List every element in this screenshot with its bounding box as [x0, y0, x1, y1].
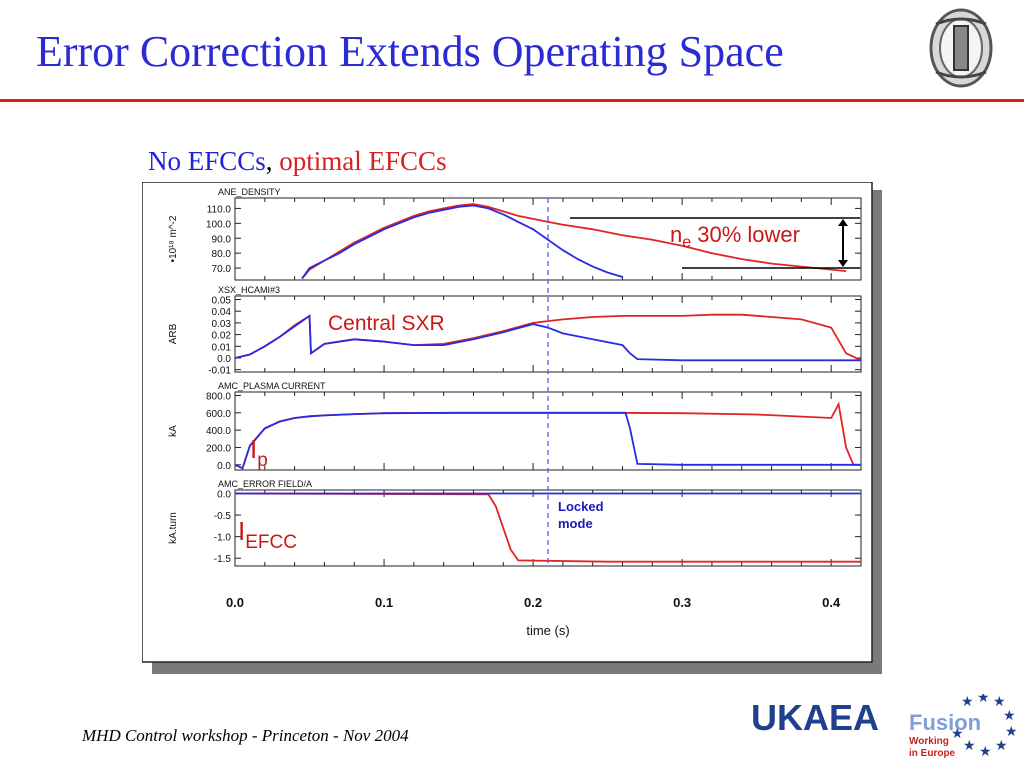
y-tick-label: 600.0 — [206, 409, 231, 420]
y-axis-label: kA.turn — [168, 512, 179, 544]
ip-annotation: Ip — [250, 434, 268, 471]
panel-2: XSX_HCAMI#30.050.040.030.020.010.0-0.01 A… — [168, 285, 862, 377]
y-tick-label: -0.01 — [208, 366, 231, 377]
fusion-tagline-1: Working — [909, 736, 949, 747]
y-tick-label: 0.05 — [212, 296, 232, 307]
footer-text: MHD Control workshop - Princeton - Nov 2… — [82, 726, 409, 745]
series-line-optimal_efcc — [301, 203, 847, 280]
y-tick-label: 200.0 — [206, 443, 231, 454]
x-tick-label: 0.3 — [673, 595, 691, 610]
panel-name-label: ANE_DENSITY — [218, 187, 281, 197]
svg-text:★: ★ — [951, 725, 964, 741]
x-tick-label: 0.2 — [524, 595, 542, 610]
x-axis-label: time (s) — [526, 623, 569, 638]
y-tick-label: 80.0 — [212, 249, 232, 260]
density-arrow-head-down — [838, 260, 848, 267]
panel-name-label: AMC_PLASMA CURRENT — [218, 381, 326, 391]
y-axis-label: •10¹⁸ m^-2 — [168, 215, 179, 262]
title-divider — [0, 99, 1024, 102]
iefcc-annotation: IEFCC — [238, 516, 297, 553]
density-annotation: ne 30% lower — [670, 222, 800, 251]
y-tick-label: 800.0 — [206, 391, 231, 402]
legend-separator: , — [265, 146, 280, 176]
y-tick-label: 0.03 — [212, 319, 232, 330]
y-tick-label: -1.0 — [214, 533, 232, 544]
y-axis-label: kA — [168, 425, 179, 437]
y-tick-label: 100.0 — [206, 219, 231, 230]
x-tick-label: 0.1 — [375, 595, 393, 610]
x-tick-label: 0.4 — [822, 595, 841, 610]
chart-subtitle: No EFCCs, optimal EFCCs — [148, 146, 447, 177]
y-tick-label: 110.0 — [207, 204, 232, 215]
y-tick-label: 0.04 — [212, 307, 232, 318]
chart-frame — [142, 182, 873, 663]
svg-text:★: ★ — [993, 694, 1006, 709]
ukaea-logo-text: UKAEA — [751, 697, 879, 738]
y-axis-label: ARB — [168, 323, 179, 344]
y-tick-label: 70.0 — [212, 264, 232, 275]
no-efcc-legend: No EFCCs — [148, 146, 266, 176]
svg-text:★: ★ — [963, 737, 976, 753]
slide-title: Error Correction Extends Operating Space — [36, 27, 784, 76]
y-tick-label: 400.0 — [206, 426, 231, 437]
ukaea-fusion-logo: UKAEA Fusion Working in Europe ★ ★ ★ ★★★ ★… — [751, 694, 1018, 759]
svg-text:★: ★ — [995, 737, 1008, 753]
x-tick-label: 0.0 — [226, 595, 244, 610]
y-tick-label: 90.0 — [212, 234, 232, 245]
series-line-no_efcc — [235, 314, 861, 362]
panel-name-label: AMC_ERROR FIELD/A — [218, 479, 312, 489]
y-tick-label: 0.0 — [217, 461, 231, 472]
svg-text:★: ★ — [979, 743, 992, 759]
sxr-annotation: Central SXR — [328, 312, 445, 335]
y-tick-label: 0.01 — [212, 342, 232, 353]
svg-text:★: ★ — [977, 694, 990, 705]
y-tick-label: 0.02 — [212, 331, 232, 342]
svg-text:★: ★ — [1003, 707, 1016, 723]
series-line-no_efcc — [235, 411, 861, 470]
eu-stars-icon: ★ ★ ★ ★★★ ★★★ — [951, 694, 1018, 759]
optimal-efcc-legend: optimal EFCCs — [279, 146, 447, 176]
svg-text:★: ★ — [961, 694, 974, 709]
svg-text:★: ★ — [1005, 723, 1018, 739]
panel-name-label: XSX_HCAMI#3 — [218, 285, 280, 295]
series-line-no_efcc — [301, 204, 623, 280]
jet-logo-icon — [929, 8, 993, 88]
series-line-optimal_efcc — [235, 492, 861, 563]
panel-4: AMC_ERROR FIELD/A0.0 -0.5 -1.0 -1.5 kA.turn I… — [168, 479, 862, 567]
density-arrow-head-up — [838, 219, 848, 226]
chart: ANE_DENSITY 110.0 100.0 90.0 80.0 70.0 •10¹⁸ m… — [142, 182, 882, 674]
fusion-tagline-2: in Europe — [909, 748, 956, 759]
locked-mode-label: Locked — [558, 499, 604, 514]
y-tick-label: 0.0 — [217, 489, 231, 500]
y-tick-label: 0.0 — [217, 354, 231, 365]
y-tick-label: -0.5 — [214, 511, 232, 522]
fusion-logo-text: Fusion — [909, 710, 981, 735]
y-tick-label: -1.5 — [214, 554, 232, 565]
locked-mode-label: mode — [558, 516, 593, 531]
